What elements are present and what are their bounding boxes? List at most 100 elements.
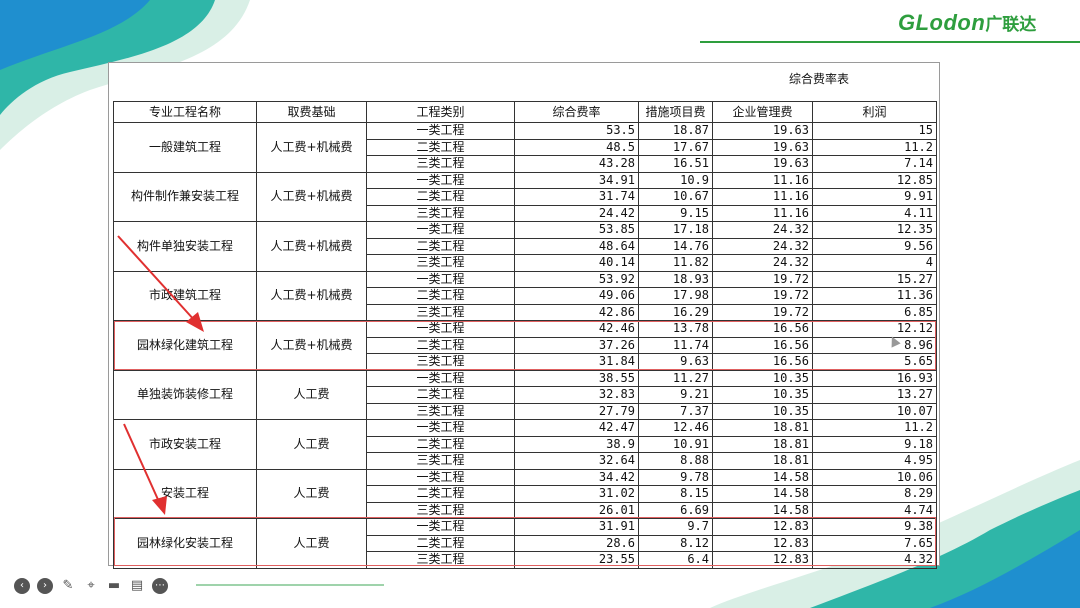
header-divider bbox=[700, 41, 1080, 43]
fee-base-cell: 人工费 bbox=[256, 518, 367, 569]
rate-value-cell: 8.96 bbox=[812, 336, 937, 354]
rate-value-cell: 19.72 bbox=[712, 303, 813, 321]
table-row: 三类工程 26.01 6.69 14.58 4.74 bbox=[114, 501, 937, 519]
project-name-cell: 市政建筑工程 bbox=[113, 270, 257, 321]
rate-sheet-image: 综合费率表 专业工程名称 取费基础 工程类别 综合费率 措施项目费 企业管理费 利润 一般建… bbox=[108, 62, 940, 569]
sheet-title: 综合费率表 bbox=[788, 72, 849, 86]
category-cell: 三类工程 bbox=[366, 452, 515, 470]
table-row: 二类工程 31.74 10.67 11.16 9.91 bbox=[114, 188, 937, 206]
table-row: 安装工程 人工费 一类工程 34.42 9.78 14.58 10.06 bbox=[113, 468, 937, 519]
rate-value-cell: 11.16 bbox=[712, 204, 813, 222]
rate-value-cell: 14.58 bbox=[712, 485, 813, 503]
column-header: 工程类别 bbox=[366, 101, 515, 123]
project-name-cell: 市政安装工程 bbox=[113, 419, 257, 470]
category-cell: 一类工程 bbox=[366, 270, 515, 288]
category-cell: 三类工程 bbox=[366, 155, 515, 173]
table-row: 二类工程 38.9 10.91 18.81 9.18 bbox=[114, 435, 937, 453]
table-row: 二类工程 31.02 8.15 14.58 8.29 bbox=[114, 485, 937, 503]
column-header: 取费基础 bbox=[256, 101, 367, 123]
rate-value-cell: 13.78 bbox=[638, 320, 713, 338]
fee-base-cell: 人工费 bbox=[256, 468, 367, 519]
rate-value-cell: 6.69 bbox=[638, 501, 713, 519]
rate-value-cell: 24.32 bbox=[712, 254, 813, 272]
rate-value-cell: 19.63 bbox=[712, 155, 813, 173]
rate-value-cell: 19.63 bbox=[712, 122, 813, 140]
rate-value-cell: 23.55 bbox=[514, 551, 639, 569]
rate-value-cell: 18.93 bbox=[638, 270, 713, 288]
table-row: 市政安装工程 人工费 一类工程 42.47 12.46 18.81 11.2 bbox=[113, 419, 937, 470]
category-cell: 二类工程 bbox=[366, 237, 515, 255]
rate-value-cell: 18.81 bbox=[712, 452, 813, 470]
table-row: 一般建筑工程 人工费+机械费 一类工程 53.5 18.87 19.63 15 bbox=[113, 122, 937, 173]
rate-value-cell: 19.72 bbox=[712, 270, 813, 288]
more-icon[interactable]: ⋯ bbox=[152, 578, 168, 594]
table-row: 三类工程 23.55 6.4 12.83 4.32 bbox=[114, 551, 937, 569]
category-cell: 三类工程 bbox=[366, 402, 515, 420]
project-name-cell: 安装工程 bbox=[113, 468, 257, 519]
table-row: 三类工程 40.14 11.82 24.32 4 bbox=[114, 254, 937, 272]
fee-base-cell: 人工费 bbox=[256, 369, 367, 420]
camera-icon[interactable]: ▬ bbox=[107, 578, 121, 593]
column-header: 专业工程名称 bbox=[113, 101, 257, 123]
glodon-logo: GLodon广联达 bbox=[898, 10, 1037, 35]
rate-value-cell: 6.85 bbox=[812, 303, 937, 321]
table-row: 三类工程 43.28 16.51 19.63 7.14 bbox=[114, 155, 937, 173]
pen-icon[interactable]: ✎ bbox=[62, 578, 74, 593]
rate-value-cell: 16.56 bbox=[712, 320, 813, 338]
rate-value-cell: 14.58 bbox=[712, 468, 813, 486]
project-name-cell: 单独装饰装修工程 bbox=[113, 369, 257, 420]
rate-value-cell: 6.4 bbox=[638, 551, 713, 569]
subtitle-icon[interactable]: ▤ bbox=[130, 578, 144, 593]
bottom-right-wave-decoration bbox=[710, 460, 1080, 608]
next-icon[interactable]: › bbox=[37, 578, 53, 594]
table-row: 三类工程 27.79 7.37 10.35 10.07 bbox=[114, 402, 937, 420]
rate-value-cell: 8.12 bbox=[638, 534, 713, 552]
table-row: 三类工程 24.42 9.15 11.16 4.11 bbox=[114, 204, 937, 222]
rate-value-cell: 12.12 bbox=[812, 320, 937, 338]
project-name-cell: 构件制作兼安装工程 bbox=[113, 171, 257, 222]
progress-line bbox=[196, 584, 384, 586]
rate-value-cell: 14.76 bbox=[638, 237, 713, 255]
rate-value-cell: 9.91 bbox=[812, 188, 937, 206]
rate-value-cell: 42.46 bbox=[514, 320, 639, 338]
rate-value-cell: 53.5 bbox=[514, 122, 639, 140]
rate-value-cell: 4.32 bbox=[812, 551, 937, 569]
table-header-row: 专业工程名称 取费基础 工程类别 综合费率 措施项目费 企业管理费 利润 bbox=[113, 101, 937, 123]
player-controls: ‹ › ✎ ⌖ ▬ ▤ ⋯ bbox=[14, 578, 168, 594]
fee-base-cell: 人工费+机械费 bbox=[256, 221, 367, 272]
rate-value-cell: 17.98 bbox=[638, 287, 713, 305]
column-header: 利润 bbox=[812, 101, 937, 123]
table-row: 构件制作兼安装工程 人工费+机械费 一类工程 34.91 10.9 11.16 12.85 bbox=[113, 171, 937, 222]
prev-icon[interactable]: ‹ bbox=[14, 578, 30, 594]
rate-value-cell: 11.74 bbox=[638, 336, 713, 354]
rate-value-cell: 9.21 bbox=[638, 386, 713, 404]
rate-value-cell: 17.67 bbox=[638, 138, 713, 156]
project-name-cell: 一般建筑工程 bbox=[113, 122, 257, 173]
rate-value-cell: 10.35 bbox=[712, 402, 813, 420]
rate-value-cell: 9.63 bbox=[638, 353, 713, 371]
fee-base-cell: 人工费 bbox=[256, 419, 367, 470]
table-row: 三类工程 32.64 8.88 18.81 4.95 bbox=[114, 452, 937, 470]
rate-value-cell: 38.9 bbox=[514, 435, 639, 453]
category-cell: 三类工程 bbox=[366, 501, 515, 519]
table-row: 园林绿化安装工程 人工费 一类工程 31.91 9.7 12.83 9.38 bbox=[113, 518, 937, 569]
table-row: 单独装饰装修工程 人工费 一类工程 38.55 11.27 10.35 16.93 bbox=[113, 369, 937, 420]
category-cell: 三类工程 bbox=[366, 254, 515, 272]
fee-base-cell: 人工费+机械费 bbox=[256, 122, 367, 173]
rate-value-cell: 24.42 bbox=[514, 204, 639, 222]
column-header: 企业管理费 bbox=[712, 101, 813, 123]
category-cell: 三类工程 bbox=[366, 551, 515, 569]
project-name-cell: 园林绿化安装工程 bbox=[113, 518, 257, 569]
zoom-icon[interactable]: ⌖ bbox=[87, 578, 95, 593]
category-cell: 二类工程 bbox=[366, 188, 515, 206]
rate-value-cell: 12.83 bbox=[712, 551, 813, 569]
column-header: 措施项目费 bbox=[638, 101, 713, 123]
rate-value-cell: 11.16 bbox=[712, 171, 813, 189]
rate-value-cell: 9.78 bbox=[638, 468, 713, 486]
rate-value-cell: 40.14 bbox=[514, 254, 639, 272]
rate-value-cell: 24.32 bbox=[712, 237, 813, 255]
rate-value-cell: 16.56 bbox=[712, 353, 813, 371]
rate-value-cell: 32.64 bbox=[514, 452, 639, 470]
fee-base-cell: 人工费+机械费 bbox=[256, 171, 367, 222]
